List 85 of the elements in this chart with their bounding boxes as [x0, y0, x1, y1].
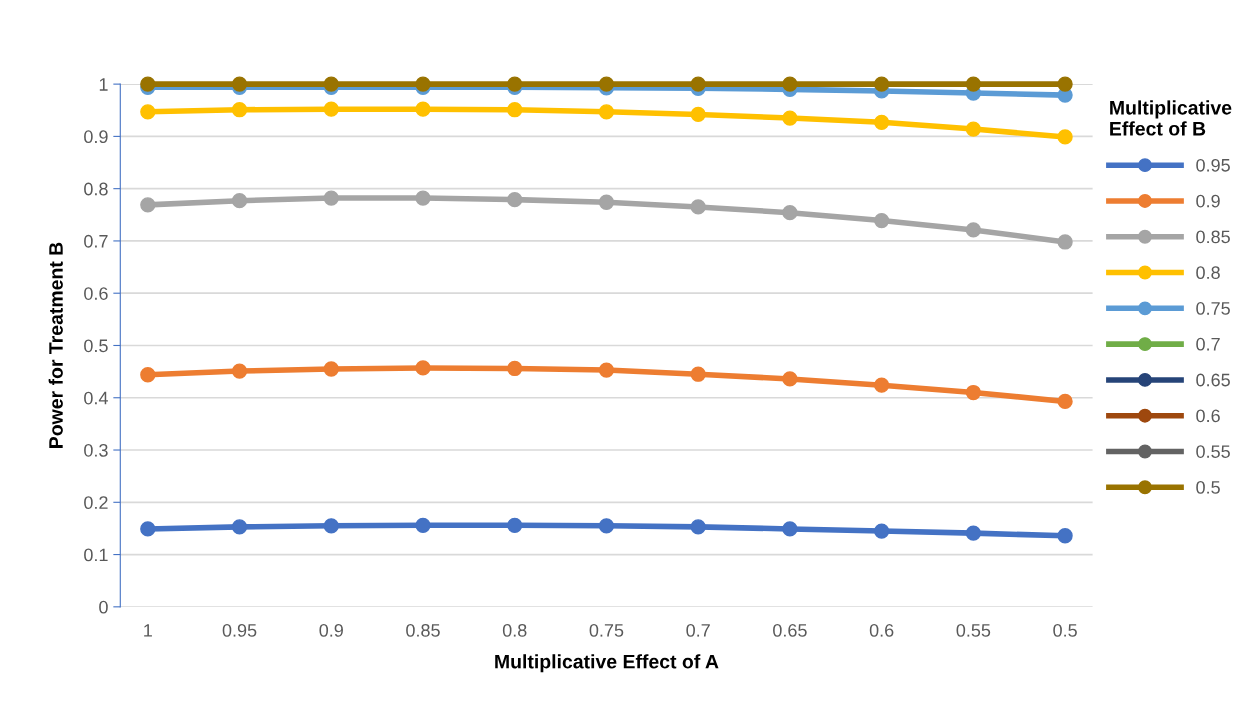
x-tick-label: 0.65 [773, 623, 807, 637]
x-tick-label: 0.75 [589, 623, 624, 637]
point [690, 199, 706, 215]
legend-label: 0.85 [1196, 230, 1230, 244]
x-tick-label: 0.55 [956, 623, 991, 637]
y-tick-label: 1 [99, 78, 108, 91]
x-tick-label: 0.85 [406, 623, 440, 637]
y-tick-label: 0 [99, 600, 108, 614]
point [507, 102, 523, 118]
point [965, 222, 982, 238]
point [415, 101, 431, 117]
x-tick-label: 0.7 [686, 623, 710, 637]
point [782, 371, 798, 387]
y-tick-label: 0.5 [84, 339, 108, 353]
point [231, 519, 248, 535]
point [690, 366, 706, 382]
x-tick-label: 0.95 [222, 623, 257, 637]
x-tick-label: 0.9 [319, 623, 343, 637]
legend-label: 0.95 [1196, 158, 1230, 172]
point [415, 190, 431, 206]
point [690, 106, 706, 123]
point [598, 194, 615, 210]
point [323, 518, 339, 534]
x-tick-label: 1 [144, 624, 152, 637]
legend-title: Multiplicative Effect of B [1110, 100, 1232, 136]
point [231, 102, 248, 118]
point [1057, 393, 1073, 410]
point [965, 525, 982, 541]
point [598, 362, 615, 378]
x-tick-label: 0.8 [502, 623, 527, 637]
point [140, 104, 156, 120]
point [1057, 528, 1073, 544]
point [965, 121, 982, 137]
legend-label: 0.8 [1196, 266, 1220, 280]
y-tick-label: 0.7 [84, 234, 108, 248]
point [965, 384, 982, 401]
point [415, 517, 431, 533]
point [873, 114, 890, 130]
y-tick-label: 0.8 [84, 182, 108, 196]
legend-label: 0.75 [1196, 302, 1230, 315]
point [323, 361, 339, 377]
legend-label: 0.6 [1196, 409, 1220, 423]
legend-label: 0.5 [1196, 480, 1220, 494]
point [507, 517, 523, 533]
point [1057, 76, 1073, 92]
point [140, 521, 156, 537]
x-axis-title: Multiplicative Effect of A [495, 654, 719, 673]
point [598, 104, 615, 120]
point [690, 76, 706, 92]
point [140, 197, 156, 213]
point [873, 523, 890, 539]
point [598, 518, 615, 534]
point [782, 521, 798, 537]
point [231, 363, 248, 379]
point [965, 76, 982, 92]
legend-label: 0.55 [1196, 445, 1230, 458]
point [690, 519, 706, 535]
x-tick-label: 0.5 [1053, 623, 1077, 637]
y-tick-label: 0.6 [84, 287, 108, 300]
point [873, 212, 890, 229]
legend-label: 0.65 [1196, 373, 1230, 387]
point [323, 101, 339, 117]
point [873, 76, 890, 92]
point [1057, 234, 1073, 250]
point [507, 360, 523, 377]
x-tick-label: 0.6 [869, 623, 894, 637]
point [598, 76, 615, 92]
point [873, 377, 890, 393]
point [782, 110, 798, 126]
y-tick-label: 0.4 [84, 391, 108, 405]
legend-label: 0.7 [1196, 337, 1220, 351]
y-tick-label: 0.1 [84, 548, 108, 562]
point [323, 190, 339, 206]
point [507, 192, 523, 208]
y-tick-label: 0.3 [84, 443, 108, 457]
point [415, 360, 431, 376]
point [782, 76, 798, 92]
y-tick-label: 0.9 [84, 130, 108, 144]
point [782, 205, 798, 221]
point [140, 367, 156, 383]
legend-label: 0.9 [1196, 194, 1220, 208]
y-axis-title: Power for Treatment B [48, 242, 63, 448]
point [1057, 129, 1073, 145]
y-tick-label: 0.2 [84, 496, 108, 510]
point [231, 193, 248, 209]
